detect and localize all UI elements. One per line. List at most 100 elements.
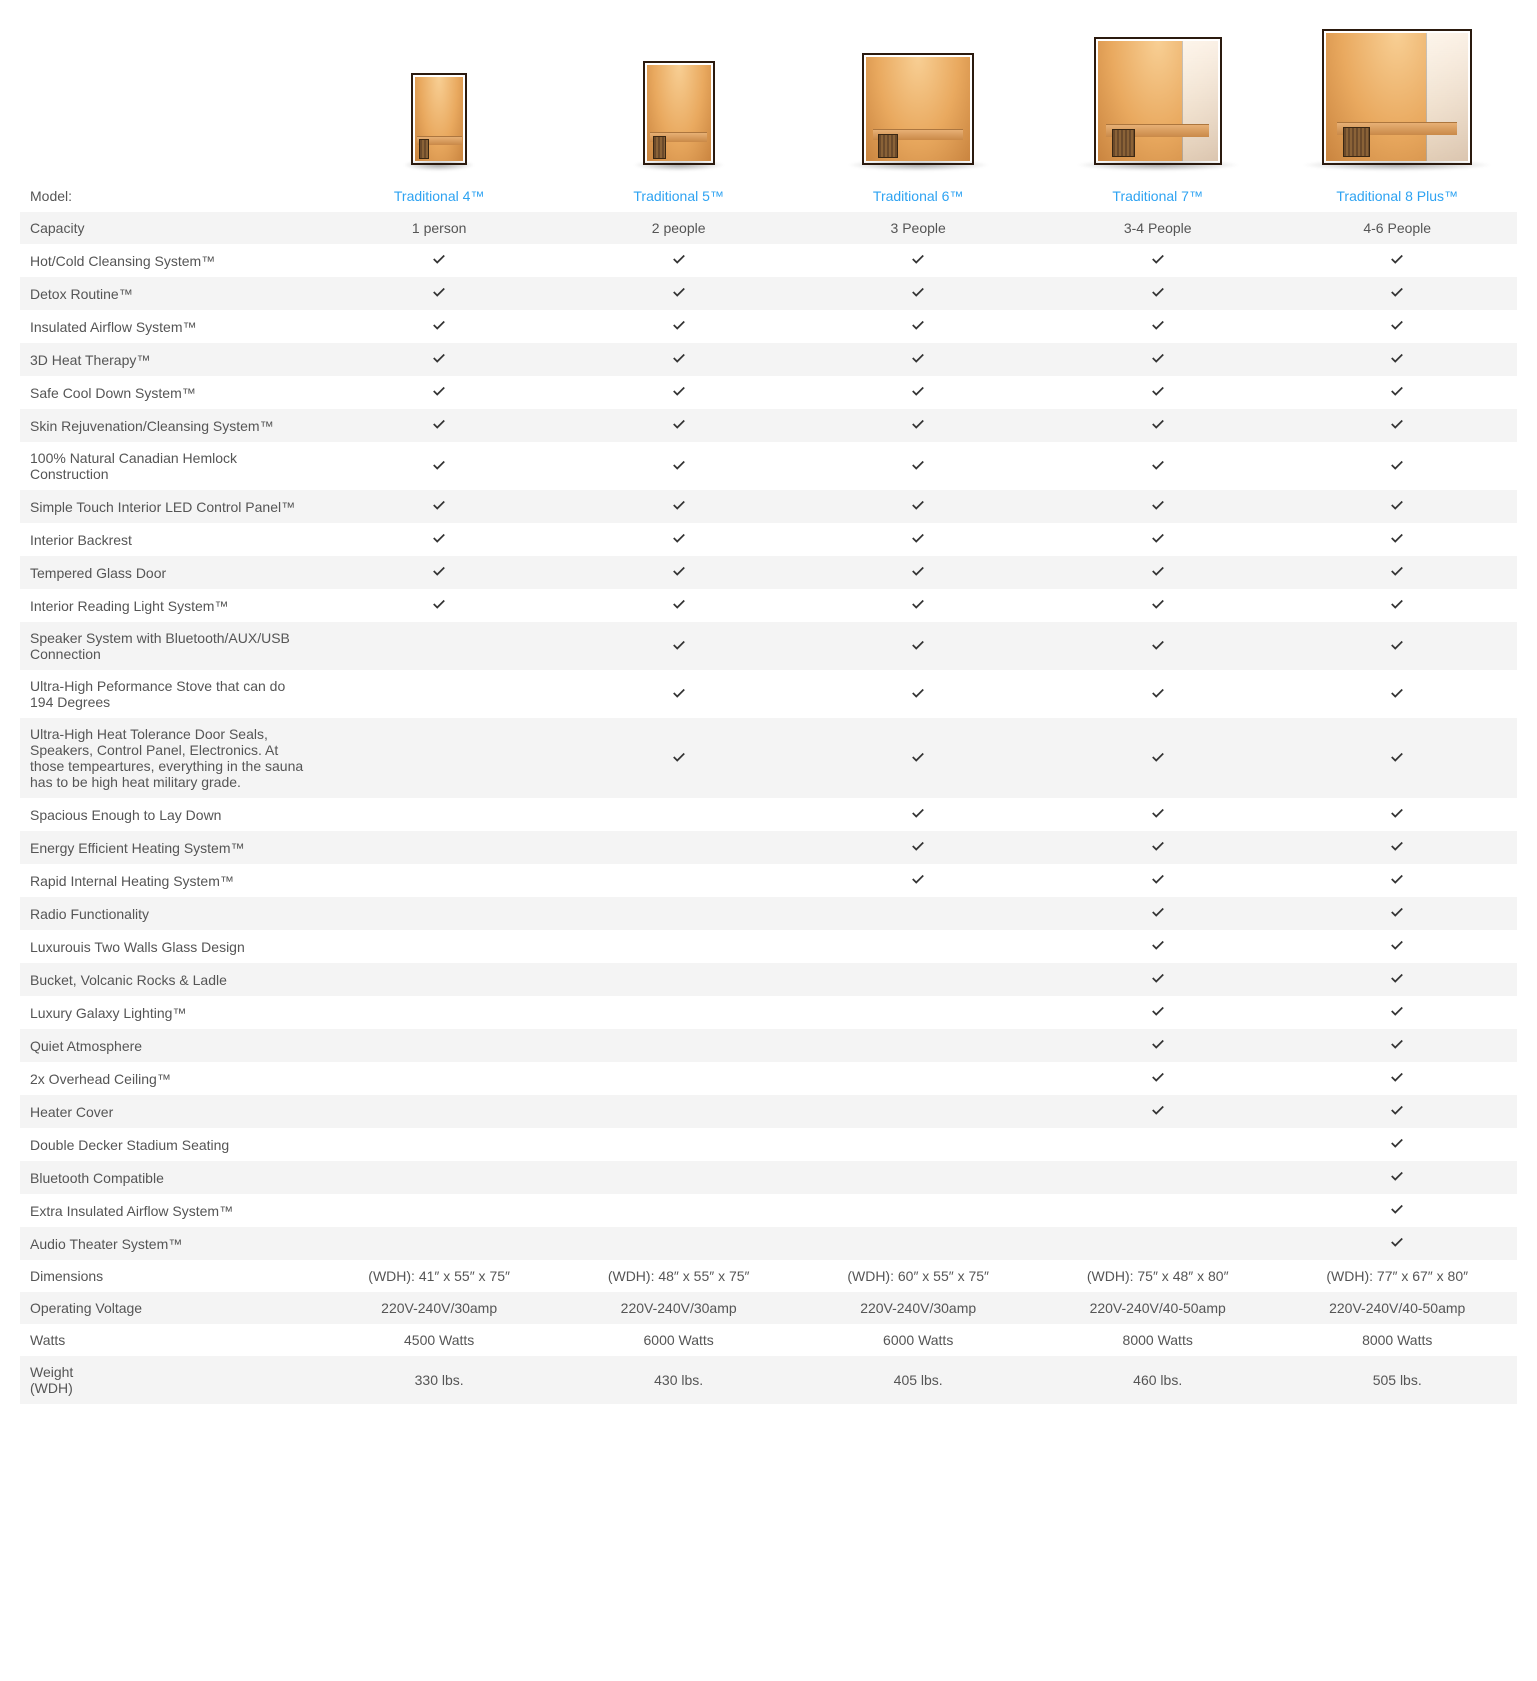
feature-cell: [319, 864, 559, 897]
feature-cell: [319, 670, 559, 718]
feature-cell: [319, 622, 559, 670]
table-header: Model: Traditional 4™Traditional 5™Tradi…: [20, 20, 1517, 212]
check-icon: [432, 318, 446, 332]
image-row: [20, 20, 1517, 180]
feature-cell: [798, 831, 1038, 864]
feature-cell: [1038, 1161, 1278, 1194]
feature-cell: [559, 244, 799, 277]
feature-cell: [798, 376, 1038, 409]
feature-cell: [1038, 556, 1278, 589]
feature-cell: [1038, 490, 1278, 523]
empty-header: [20, 20, 319, 180]
feature-cell: 2 people: [559, 212, 799, 244]
check-icon: [911, 872, 925, 886]
feature-cell: [319, 589, 559, 622]
check-icon: [1151, 351, 1165, 365]
check-icon: [911, 564, 925, 578]
feature-label: Luxury Galaxy Lighting™: [20, 996, 319, 1029]
feature-cell: [798, 589, 1038, 622]
feature-cell: [319, 963, 559, 996]
table-row: Interior Backrest: [20, 523, 1517, 556]
table-row: Extra Insulated Airflow System™: [20, 1194, 1517, 1227]
feature-cell: [1277, 556, 1517, 589]
check-icon: [911, 384, 925, 398]
check-icon: [1390, 1103, 1404, 1117]
table-row: Weight (WDH)330 lbs.430 lbs.405 lbs.460 …: [20, 1356, 1517, 1404]
feature-label: Hot/Cold Cleansing System™: [20, 244, 319, 277]
feature-cell: [1277, 442, 1517, 490]
feature-cell: [559, 930, 799, 963]
feature-cell: [319, 718, 559, 798]
feature-cell: [559, 963, 799, 996]
feature-cell: [798, 310, 1038, 343]
check-icon: [1390, 1136, 1404, 1150]
feature-label: Energy Efficient Heating System™: [20, 831, 319, 864]
feature-cell: [559, 1095, 799, 1128]
feature-cell: [1277, 1029, 1517, 1062]
feature-cell: [319, 798, 559, 831]
check-icon: [1151, 686, 1165, 700]
feature-cell: [1038, 376, 1278, 409]
feature-cell: [559, 831, 799, 864]
feature-cell: [798, 556, 1038, 589]
feature-cell: [319, 1029, 559, 1062]
feature-cell: 6000 Watts: [559, 1324, 799, 1356]
feature-cell: [319, 1194, 559, 1227]
feature-cell: [1277, 718, 1517, 798]
model-link[interactable]: Traditional 4™: [394, 188, 485, 204]
product-image-cell: [798, 20, 1038, 180]
model-link[interactable]: Traditional 7™: [1112, 188, 1203, 204]
feature-cell: [559, 343, 799, 376]
table-row: Quiet Atmosphere: [20, 1029, 1517, 1062]
feature-cell: 460 lbs.: [1038, 1356, 1278, 1404]
feature-cell: [1277, 1161, 1517, 1194]
check-icon: [1390, 938, 1404, 952]
check-icon: [1151, 531, 1165, 545]
feature-cell: 505 lbs.: [1277, 1356, 1517, 1404]
check-icon: [1390, 285, 1404, 299]
feature-cell: [1277, 670, 1517, 718]
feature-cell: [559, 864, 799, 897]
check-icon: [1151, 458, 1165, 472]
check-icon: [1151, 1004, 1165, 1018]
check-icon: [911, 597, 925, 611]
feature-cell: [319, 996, 559, 1029]
feature-cell: 3 People: [798, 212, 1038, 244]
feature-cell: (WDH): 48″ x 55″ x 75″: [559, 1260, 799, 1292]
feature-cell: [559, 310, 799, 343]
model-link[interactable]: Traditional 8 Plus™: [1336, 188, 1458, 204]
model-link[interactable]: Traditional 6™: [873, 188, 964, 204]
table-row: Detox Routine™: [20, 277, 1517, 310]
model-link[interactable]: Traditional 5™: [633, 188, 724, 204]
feature-label: Simple Touch Interior LED Control Panel™: [20, 490, 319, 523]
table-row: Energy Efficient Heating System™: [20, 831, 1517, 864]
model-name-cell: Traditional 8 Plus™: [1277, 180, 1517, 212]
feature-cell: [1038, 277, 1278, 310]
feature-cell: [798, 670, 1038, 718]
feature-cell: [319, 930, 559, 963]
table-body: Capacity1 person2 people3 People3-4 Peop…: [20, 212, 1517, 1404]
feature-cell: [1038, 442, 1278, 490]
feature-cell: [1038, 897, 1278, 930]
check-icon: [911, 351, 925, 365]
check-icon: [1390, 351, 1404, 365]
table-row: Heater Cover: [20, 1095, 1517, 1128]
feature-cell: [1038, 930, 1278, 963]
feature-cell: [798, 996, 1038, 1029]
feature-cell: [319, 831, 559, 864]
feature-cell: (WDH): 41″ x 55″ x 75″: [319, 1260, 559, 1292]
feature-cell: [798, 442, 1038, 490]
check-icon: [1151, 750, 1165, 764]
check-icon: [1390, 839, 1404, 853]
check-icon: [1151, 318, 1165, 332]
product-image: [643, 61, 715, 165]
table-row: Dimensions(WDH): 41″ x 55″ x 75″(WDH): 4…: [20, 1260, 1517, 1292]
table-row: Speaker System with Bluetooth/AUX/USB Co…: [20, 622, 1517, 670]
check-icon: [1151, 498, 1165, 512]
feature-cell: [798, 798, 1038, 831]
check-icon: [672, 351, 686, 365]
feature-cell: (WDH): 77″ x 67″ x 80″: [1277, 1260, 1517, 1292]
feature-cell: (WDH): 75″ x 48″ x 80″: [1038, 1260, 1278, 1292]
feature-cell: [1038, 1029, 1278, 1062]
check-icon: [1390, 905, 1404, 919]
